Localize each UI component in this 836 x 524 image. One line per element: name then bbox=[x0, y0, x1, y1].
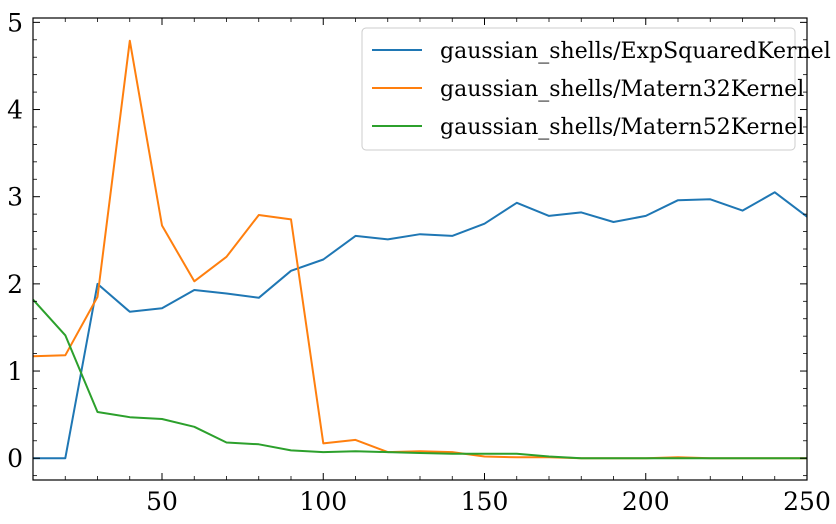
series-line-1 bbox=[33, 191, 808, 460]
y-tick-label: 3 bbox=[7, 183, 23, 212]
y-tick-label: 2 bbox=[7, 270, 23, 299]
y-tick-label: 5 bbox=[7, 8, 23, 37]
y-tick-label: 0 bbox=[7, 444, 23, 473]
axes-layer: 50 100 150 200 250 0 1 2 3 4 5 bbox=[7, 8, 831, 516]
series-line-3 bbox=[32, 298, 807, 460]
legend-label-1: gaussian_shells/ExpSquaredKernel bbox=[440, 39, 831, 64]
x-tick-label: 150 bbox=[461, 487, 509, 516]
x-tick-label: 250 bbox=[783, 487, 831, 516]
series-layer bbox=[32, 39, 808, 460]
legend: gaussian_shells/ExpSquaredKernel gaussian… bbox=[361, 27, 831, 151]
x-tick-label: 100 bbox=[299, 487, 347, 516]
legend-box bbox=[361, 27, 796, 151]
legend-label-2: gaussian_shells/Matern32Kernel bbox=[440, 77, 804, 102]
y-tick-label: 4 bbox=[7, 96, 23, 125]
x-tick-label: 50 bbox=[146, 487, 178, 516]
y-tick-label: 1 bbox=[7, 357, 23, 386]
legend-label-3: gaussian_shells/Matern52Kernel bbox=[440, 115, 804, 140]
x-tick-label: 200 bbox=[622, 487, 670, 516]
